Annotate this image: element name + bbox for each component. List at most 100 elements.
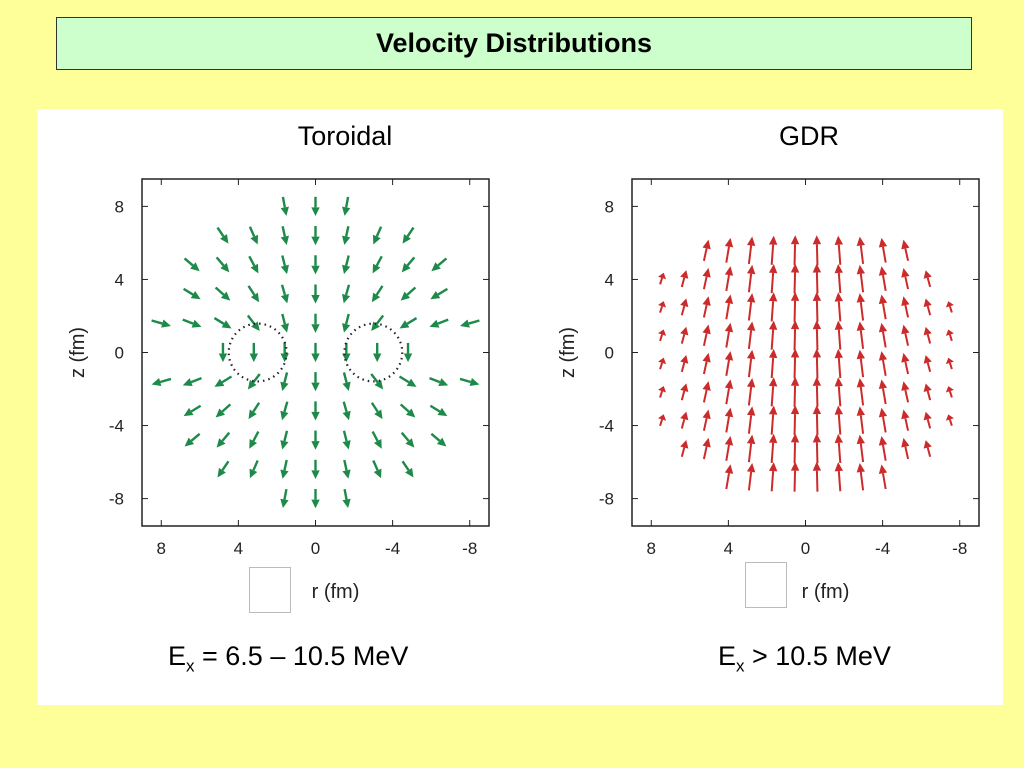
arrow-head (311, 265, 320, 275)
arrow-shaft (837, 301, 842, 322)
arrow-shaft (214, 286, 225, 296)
arrow-head (372, 263, 381, 274)
arrow-head (342, 323, 351, 333)
arrow-shaft (948, 362, 953, 370)
arrow-head (311, 411, 320, 421)
arrow-head (856, 434, 865, 445)
x-tick-label: -8 (462, 539, 477, 558)
toroidal-chart: 8 4 0 -4 -8 8 4 0 -4 -8 r (fm) z (fm) (67, 178, 490, 603)
arrow-shaft (281, 225, 287, 237)
arrow-head (878, 237, 888, 248)
arrow-shaft (680, 334, 686, 344)
arrow-shaft (837, 414, 842, 435)
arrow-shaft (881, 444, 887, 461)
arrow-shaft (182, 287, 194, 296)
arrow-shaft (283, 401, 289, 413)
arrow-head (249, 353, 259, 363)
arrow-shaft (770, 357, 775, 379)
arrow-head (878, 294, 888, 305)
x-axis-label: r (fm) (312, 581, 360, 603)
arrow-shaft (815, 329, 819, 351)
arrow-head (878, 322, 888, 333)
arrow-head (220, 291, 231, 301)
arrow-head (746, 434, 756, 445)
arrow-head (680, 355, 689, 364)
arrow-head (812, 320, 822, 330)
arrow-head (342, 440, 351, 450)
arrow-shaft (370, 402, 379, 413)
x-tick-label: -4 (875, 539, 890, 558)
arrow-head (746, 349, 756, 360)
arrow-shaft (659, 362, 664, 370)
arrow-shaft (904, 446, 910, 460)
arrow-head (878, 351, 888, 361)
arrow-head (790, 376, 800, 386)
arrow-shaft (702, 276, 708, 290)
arrow-shaft (859, 386, 865, 406)
arrow-shaft (343, 488, 348, 500)
arrow-shaft (926, 305, 932, 316)
arrow-shaft (430, 432, 441, 442)
arrow-head (280, 264, 289, 275)
arrow-shaft (725, 444, 730, 461)
arrow-head (768, 433, 778, 444)
y-tick-label: 0 (605, 344, 614, 363)
arrow-head (834, 292, 844, 302)
arrow-shaft (747, 330, 753, 349)
arrow-head (191, 319, 202, 328)
arrow-head (901, 437, 910, 448)
arrow-shaft (747, 386, 753, 406)
arrow-head (469, 377, 480, 387)
arrow-shaft (859, 358, 865, 378)
arrow-head (399, 320, 410, 329)
arrow-shaft (926, 362, 932, 373)
arrow-shaft (281, 196, 287, 208)
arrow-head (658, 329, 667, 336)
arrow-shaft (725, 388, 730, 405)
arrow-head (768, 348, 778, 359)
arrow-head (405, 467, 414, 478)
arrow-shaft (213, 317, 225, 325)
arrow-shaft (859, 301, 865, 321)
arrow-head (724, 351, 734, 361)
arrow-shaft (904, 304, 910, 318)
left-energy-caption: Ex = 6.5 – 10.5 MeV (168, 641, 409, 676)
arrow-head (460, 319, 470, 328)
arrow-head (945, 386, 954, 393)
arrow-shaft (252, 402, 261, 413)
arrow-head (923, 411, 932, 421)
arrow-shaft (747, 471, 753, 491)
arrow-head (790, 433, 800, 443)
arrow-shaft (437, 287, 449, 296)
arrow-shaft (747, 443, 753, 463)
arrow-shaft (881, 359, 887, 376)
arrow-head (215, 408, 226, 418)
arrow-head (311, 441, 320, 450)
arrow-head (190, 290, 201, 300)
arrow-shaft (190, 376, 202, 384)
y-axis-label: z (fm) (557, 327, 579, 378)
arrow-head (702, 381, 711, 391)
arrow-shaft (283, 372, 289, 383)
arrow-shaft (283, 459, 288, 471)
arrow-head (371, 321, 380, 332)
arrow-head (342, 469, 351, 479)
arrow-shaft (247, 285, 256, 296)
arrow-head (280, 381, 289, 392)
arrow-head (856, 293, 865, 303)
arrow-shaft (815, 385, 819, 407)
arrow-shaft (344, 196, 350, 208)
vortex-ring (227, 322, 288, 383)
arrow-head (658, 414, 667, 421)
arrow-shaft (344, 255, 350, 267)
arrow-head (923, 326, 932, 336)
arrow-head (768, 320, 778, 330)
arrow-shaft (837, 244, 842, 265)
arrow-shaft (343, 459, 348, 471)
arrow-shaft (859, 415, 865, 434)
arrow-shaft (948, 305, 953, 313)
arrow-head (680, 411, 689, 421)
arrow-head (724, 379, 734, 389)
arrow-shaft (702, 418, 708, 431)
arrow-head (702, 409, 711, 420)
